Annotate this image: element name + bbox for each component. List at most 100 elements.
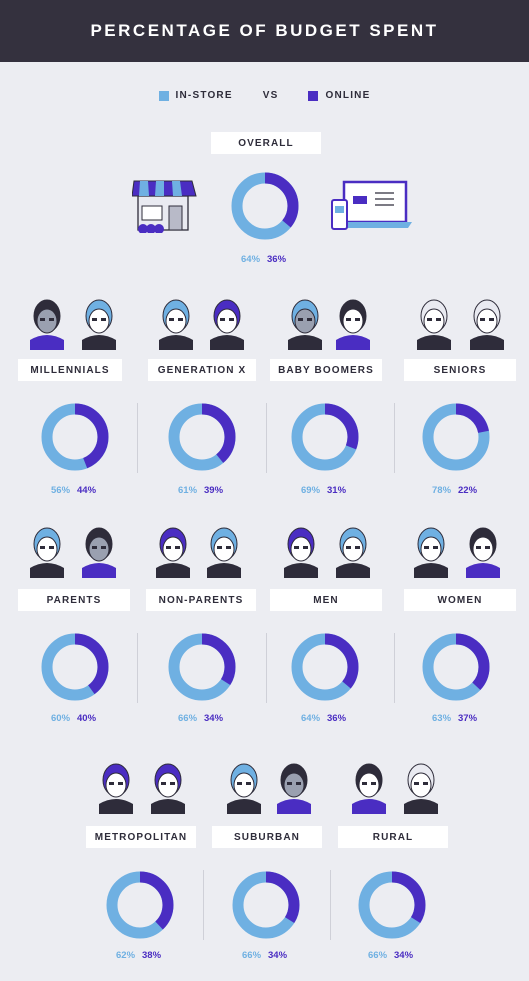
person-avatar-icon bbox=[336, 527, 370, 578]
segment-label-baby-boomers: BABY BOOMERS bbox=[270, 359, 382, 381]
person-avatar-icon bbox=[151, 763, 185, 814]
person-avatar-icon bbox=[210, 299, 244, 350]
percent-in-store: 61% bbox=[178, 485, 198, 496]
donut-chart-seniors bbox=[422, 403, 490, 471]
segment-label-overall: OVERALL bbox=[211, 132, 321, 154]
person-avatar-icon bbox=[417, 299, 451, 350]
person-avatar-icon bbox=[30, 299, 64, 350]
legend-item-online: ONLINE bbox=[308, 90, 370, 101]
percent-in-store: 64% bbox=[241, 254, 261, 265]
percent-online: 31% bbox=[327, 485, 347, 496]
donut-slice-online bbox=[291, 633, 359, 701]
legend: IN-STORE VS ONLINE bbox=[0, 90, 529, 101]
divider bbox=[330, 870, 331, 940]
donut-chart-parents bbox=[41, 633, 109, 701]
segment-label-rural: RURAL bbox=[338, 826, 448, 848]
segment-label-metropolitan: METROPOLITAN bbox=[86, 826, 196, 848]
laptop-phone-icon bbox=[331, 180, 412, 230]
percent-online: 39% bbox=[204, 485, 224, 496]
donut-slice-online bbox=[231, 172, 299, 240]
donut-chart-non-parents bbox=[168, 633, 236, 701]
percent-in-store: 69% bbox=[301, 485, 321, 496]
donut-chart-suburban bbox=[232, 871, 300, 939]
donut-chart-rural bbox=[358, 871, 426, 939]
percent-in-store: 62% bbox=[116, 950, 136, 961]
percent-labels-women: 63% 37% bbox=[432, 713, 477, 724]
segment-label-generation-x: GENERATION X bbox=[148, 359, 256, 381]
donut-chart-millennials bbox=[41, 403, 109, 471]
percent-in-store: 63% bbox=[432, 713, 452, 724]
percent-labels-metropolitan: 62% 38% bbox=[116, 950, 161, 961]
percent-in-store: 66% bbox=[178, 713, 198, 724]
percent-online: 37% bbox=[458, 713, 478, 724]
percent-labels-overall: 64% 36% bbox=[241, 254, 286, 265]
percent-online: 34% bbox=[394, 950, 414, 961]
percent-in-store: 64% bbox=[301, 713, 321, 724]
donut-chart-men bbox=[291, 633, 359, 701]
segment-label-men: MEN bbox=[270, 589, 382, 611]
divider bbox=[203, 870, 204, 940]
percent-labels-men: 64% 36% bbox=[301, 713, 346, 724]
person-avatar-icon bbox=[277, 763, 311, 814]
divider bbox=[137, 633, 138, 703]
person-avatar-icon bbox=[336, 299, 370, 350]
person-avatar-icon bbox=[352, 763, 386, 814]
percent-in-store: 66% bbox=[242, 950, 262, 961]
person-avatar-icon bbox=[227, 763, 261, 814]
percent-online: 36% bbox=[267, 254, 287, 265]
person-avatar-icon bbox=[159, 299, 193, 350]
divider bbox=[394, 403, 395, 473]
donut-slice-online bbox=[422, 403, 490, 471]
divider bbox=[394, 633, 395, 703]
percent-labels-seniors: 78% 22% bbox=[432, 485, 477, 496]
segment-label-seniors: SENIORS bbox=[404, 359, 516, 381]
person-avatar-icon bbox=[30, 527, 64, 578]
percent-online: 40% bbox=[77, 713, 97, 724]
legend-vs: VS bbox=[262, 90, 279, 101]
percent-in-store: 60% bbox=[51, 713, 71, 724]
percent-in-store: 66% bbox=[368, 950, 388, 961]
person-avatar-icon bbox=[82, 527, 116, 578]
in-store-swatch bbox=[158, 90, 169, 101]
segment-label-millennials: MILLENNIALS bbox=[18, 359, 122, 381]
person-avatar-icon bbox=[82, 299, 116, 350]
donut-chart-baby-boomers bbox=[291, 403, 359, 471]
percent-online: 34% bbox=[204, 713, 224, 724]
legend-item-in-store: IN-STORE bbox=[158, 90, 233, 101]
segment-label-suburban: SUBURBAN bbox=[212, 826, 322, 848]
person-avatar-icon bbox=[284, 527, 318, 578]
segment-label-non-parents: NON-PARENTS bbox=[146, 589, 256, 611]
person-avatar-icon bbox=[414, 527, 448, 578]
donut-slice-online bbox=[41, 633, 109, 701]
donut-slice-online bbox=[422, 633, 490, 701]
percent-labels-millennials: 56% 44% bbox=[51, 485, 96, 496]
person-avatar-icon bbox=[288, 299, 322, 350]
donut-chart-metropolitan bbox=[106, 871, 174, 939]
person-avatar-icon bbox=[466, 527, 500, 578]
donut-slice-online bbox=[168, 633, 236, 701]
donut-chart-generation-x bbox=[168, 403, 236, 471]
page-title: PERCENTAGE OF BUDGET SPENT bbox=[90, 21, 439, 40]
online-swatch bbox=[308, 90, 319, 101]
donut-slice-online bbox=[291, 403, 359, 471]
donut-slice-online bbox=[41, 403, 109, 471]
legend-label-in-store: IN-STORE bbox=[175, 90, 233, 101]
percent-labels-generation-x: 61% 39% bbox=[178, 485, 223, 496]
person-avatar-icon bbox=[470, 299, 504, 350]
donut-slice-online bbox=[232, 871, 300, 939]
percent-online: 22% bbox=[458, 485, 478, 496]
person-avatar-icon bbox=[156, 527, 190, 578]
storefront-icon bbox=[132, 180, 197, 233]
percent-in-store: 56% bbox=[51, 485, 71, 496]
donut-chart-overall bbox=[231, 172, 299, 240]
percent-labels-non-parents: 66% 34% bbox=[178, 713, 223, 724]
percent-online: 44% bbox=[77, 485, 97, 496]
divider bbox=[266, 633, 267, 703]
person-avatar-icon bbox=[207, 527, 241, 578]
legend-label-online: ONLINE bbox=[325, 90, 371, 101]
percent-labels-suburban: 66% 34% bbox=[242, 950, 287, 961]
percent-in-store: 78% bbox=[432, 485, 452, 496]
person-avatar-icon bbox=[99, 763, 133, 814]
percent-online: 36% bbox=[327, 713, 347, 724]
donut-chart-women bbox=[422, 633, 490, 701]
